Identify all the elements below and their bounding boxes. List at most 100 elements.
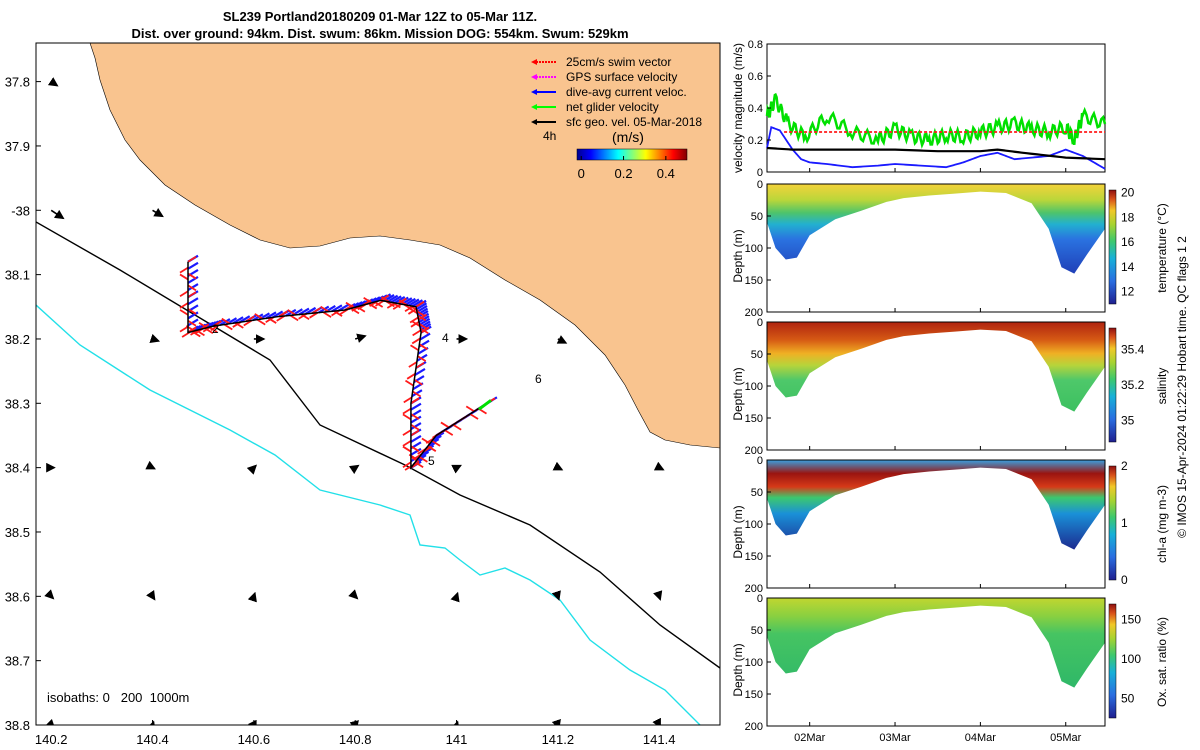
depth-tick-label: 150: [745, 413, 763, 425]
colorbar-tick-label: 50: [1121, 691, 1135, 705]
depth-tick-label: 200: [745, 721, 763, 733]
swim-vector: [406, 373, 416, 380]
depth-ylabel: Depth (m): [731, 643, 745, 696]
day-label-2: 2: [212, 322, 219, 336]
geo-velocity-arrows: [44, 77, 665, 725]
geo-velocity-arrow: [451, 464, 462, 474]
glider-track-layer: [179, 254, 498, 471]
geo-velocity-arrow: [653, 590, 663, 601]
time-tick-label: 02Mar: [794, 732, 826, 744]
swim-vector: [444, 429, 454, 436]
depth-tick-label: 100: [745, 657, 763, 669]
colorbar-tick-label: 2: [1121, 459, 1128, 473]
geo-velocity-arrow: [152, 208, 164, 218]
map-panel: 140.2 140.4 140.6 140.8 141 141.2 141.4 37.837…: [5, 42, 721, 747]
qc-side-text: © IMOS 15-Apr-2024 01:22:29 Hobart time.…: [1175, 236, 1189, 538]
swim-vector: [469, 413, 479, 420]
map-y-tick-label: 38.3: [5, 396, 30, 411]
glider-track: [187, 261, 488, 470]
salinity-section: [767, 322, 1105, 412]
swim-vector: [403, 396, 413, 404]
speed-colorbar-tick-label: 0.2: [614, 166, 632, 181]
current-vector: [411, 299, 424, 308]
legend-arrowhead: [531, 74, 537, 80]
geo-velocity-arrow: [348, 589, 359, 600]
current-vector: [416, 304, 428, 313]
map-x-tick-label: 141.4: [643, 732, 676, 747]
swim-vector: [287, 309, 297, 316]
swim-vector: [465, 405, 475, 413]
chart-subtitle: Dist. over ground: 94km. Dist. swum: 86k…: [131, 26, 629, 41]
salinity-panel: 0 50 100 150 200 Depth (m) 35 35.2 35.4 salinity: [731, 317, 1169, 457]
geo-velocity-arrow: [247, 719, 257, 725]
velocity-y-tick-label: 0.4: [748, 103, 763, 115]
speed-colorbar-tick-label: 0.4: [657, 166, 675, 181]
colorbar-units: (m/s): [612, 129, 644, 145]
current-vector: [404, 297, 416, 306]
current-vector: [410, 402, 422, 411]
legend-arrowhead: [531, 119, 537, 125]
geo-velocity-arrow: [653, 461, 665, 471]
swim-vector: [410, 413, 420, 420]
depth-tick-label: 0: [757, 593, 763, 605]
swim-vector: [223, 323, 233, 331]
map-y-tick-label: 38.7: [5, 654, 30, 669]
swim-vector: [418, 456, 428, 463]
geo-velocity-arrow: [246, 464, 257, 475]
map-y-tick-label: 38.8: [5, 718, 30, 733]
swim-vector: [345, 301, 355, 309]
swim-vector: [402, 429, 412, 436]
swim-vector: [179, 266, 189, 274]
swim-vector: [410, 445, 420, 452]
temperature-colorbar: [1108, 189, 1117, 305]
velocity-y-tick-label: 0.2: [748, 135, 763, 147]
geo-velocity-arrow: [349, 720, 359, 725]
time-tick-label: 03Mar: [879, 732, 911, 744]
depth-tick-label: 100: [745, 519, 763, 531]
map-y-tick-label: 38.2: [5, 332, 30, 347]
colorbar-tick-label: 35.2: [1121, 378, 1145, 392]
swim-vector: [407, 308, 417, 315]
map-y-tick-label: 38.1: [5, 268, 30, 283]
oxygen-section: [767, 598, 1105, 688]
map-y-tick-label: 37.9: [5, 139, 30, 154]
swim-vector: [179, 273, 189, 281]
current-vector: [408, 298, 420, 307]
current-vector: [415, 302, 428, 311]
swim-vector: [187, 308, 197, 315]
colorbar-tick-label: 1: [1121, 516, 1128, 530]
speed-colorbar: [576, 148, 688, 161]
swim-vector: [375, 300, 384, 307]
current-vector: [390, 295, 402, 304]
geo-velocity-arrow: [354, 333, 367, 343]
depth-tick-label: 50: [751, 211, 763, 223]
velocity-y-tick-label: 0.8: [748, 39, 763, 51]
swim-vector: [410, 397, 420, 405]
swim-vector: [402, 440, 412, 447]
swim-vector: [187, 255, 197, 263]
swim-vector: [410, 423, 420, 431]
depth-tick-label: 100: [745, 243, 763, 255]
geo-velocity-arrow: [47, 77, 59, 87]
map-x-tick-label: 140.6: [238, 732, 271, 747]
swim-vector: [417, 355, 427, 362]
speed-colorbar-tick-label: 0: [578, 166, 585, 181]
swim-vector: [333, 310, 343, 317]
swim-vector: [402, 461, 412, 469]
depth-tick-label: 150: [745, 551, 763, 563]
swim-vector: [418, 313, 428, 321]
colorbar-label: salinity: [1155, 368, 1169, 405]
swim-vector: [420, 326, 430, 334]
colorbar-tick-label: 18: [1121, 210, 1135, 224]
map-x-tick-label: 140.8: [339, 732, 372, 747]
swim-vector: [392, 303, 402, 310]
colorbar-label: temperature (°C): [1155, 203, 1169, 293]
swim-vector: [412, 329, 422, 337]
current-vector: [418, 317, 431, 326]
net-velocity-arrow: [478, 399, 492, 411]
legend-arrowhead: [531, 89, 537, 95]
current-vector: [337, 303, 350, 312]
geo-velocity-arrow: [556, 335, 568, 344]
